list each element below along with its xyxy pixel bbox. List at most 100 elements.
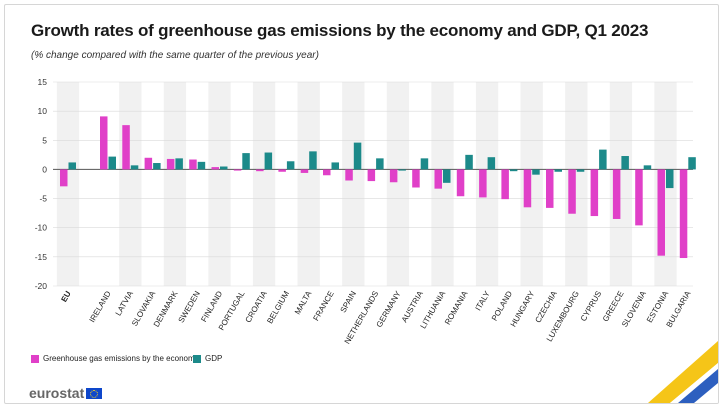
bar-gdp xyxy=(264,152,273,170)
category-band xyxy=(565,82,588,286)
y-tick-label: -10 xyxy=(35,223,48,233)
bar-gdp xyxy=(197,161,206,170)
bar-ghg xyxy=(233,169,242,171)
x-tick-label: ITALY xyxy=(474,289,493,312)
bar-gdp xyxy=(220,166,228,170)
bar-gdp xyxy=(130,165,139,170)
x-tick-label: SPAIN xyxy=(339,289,359,314)
bar-ghg xyxy=(657,169,665,256)
bar-ghg xyxy=(590,169,599,217)
bar-gdp xyxy=(643,165,652,170)
bar-gdp xyxy=(443,169,451,183)
bar-gdp xyxy=(242,153,250,170)
bar-gdp xyxy=(576,169,585,172)
category-band xyxy=(56,82,80,286)
legend-item-ghg: Greenhouse gas emissions by the economy xyxy=(31,354,199,363)
x-tick-label: POLAND xyxy=(490,289,514,322)
bar-gdp xyxy=(398,169,406,171)
bar-ghg xyxy=(523,169,532,208)
bar-ghg xyxy=(389,169,398,183)
x-tick-label: EU xyxy=(59,289,72,303)
bar-ghg xyxy=(679,169,688,259)
x-tick-label: FINLAND xyxy=(199,289,224,323)
bar-ghg xyxy=(122,125,130,170)
bar-ghg xyxy=(612,169,621,219)
category-band xyxy=(475,82,499,286)
legend-swatch-ghg xyxy=(31,354,39,363)
logo-text: eurostat xyxy=(29,385,85,401)
x-tick-label: IRELAND xyxy=(88,289,113,324)
bar-ghg xyxy=(568,169,576,214)
y-tick-label: -15 xyxy=(35,252,48,262)
category-band xyxy=(431,82,454,286)
bar-gdp xyxy=(688,157,696,170)
bar-gdp xyxy=(153,163,161,170)
category-band xyxy=(386,82,410,286)
bar-ghg xyxy=(166,158,175,170)
bar-ghg xyxy=(60,169,68,187)
bar-gdp xyxy=(420,158,429,170)
bar-gdp xyxy=(599,149,607,170)
eu-flag-icon xyxy=(86,387,103,399)
bar-gdp xyxy=(621,156,629,170)
legend-item-gdp: GDP xyxy=(193,354,222,363)
bar-ghg xyxy=(189,159,197,170)
bar-gdp xyxy=(108,156,116,170)
bar-ghg xyxy=(479,169,487,198)
bar-gdp xyxy=(175,158,183,170)
chart-subtitle: (% change compared with the same quarter… xyxy=(31,50,319,61)
legend-label-ghg: Greenhouse gas emissions by the economy xyxy=(43,354,199,363)
category-band xyxy=(609,82,633,286)
chart-title: Growth rates of greenhouse gas emissions… xyxy=(31,21,649,40)
bar-ghg xyxy=(635,169,643,226)
bar-ghg xyxy=(456,169,465,197)
bar-ghg xyxy=(434,169,442,189)
bar-gdp xyxy=(331,162,339,170)
y-tick-label: 15 xyxy=(38,77,48,87)
bar-gdp xyxy=(532,169,540,175)
x-tick-label: ROMANIA xyxy=(443,289,470,326)
bar-gdp xyxy=(353,142,362,170)
category-band xyxy=(342,82,365,286)
bar-ghg xyxy=(211,167,219,170)
bar-ghg xyxy=(501,169,509,200)
category-band xyxy=(208,82,231,286)
bar-gdp xyxy=(554,169,562,172)
bar-ghg xyxy=(256,169,264,172)
category-band xyxy=(163,82,187,286)
bar-gdp xyxy=(509,169,518,172)
category-band xyxy=(119,82,142,286)
bar-ghg xyxy=(323,169,331,176)
eurostat-logo: eurostat xyxy=(29,385,103,401)
corner-decoration xyxy=(648,341,718,403)
legend-swatch-gdp xyxy=(193,354,201,363)
bar-ghg xyxy=(278,169,286,172)
bar-gdp xyxy=(376,158,384,170)
bar-ghg xyxy=(100,116,108,170)
y-tick-label: -20 xyxy=(35,281,48,291)
bar-gdp xyxy=(487,157,496,170)
bar-gdp xyxy=(68,162,76,170)
bar-gdp xyxy=(286,161,295,170)
x-tick-label: BELGIUM xyxy=(265,289,291,325)
category-band xyxy=(297,82,320,286)
x-tick-label: GREECE xyxy=(601,290,626,324)
corner-stripe-yellow xyxy=(648,341,718,403)
x-tick-label: LATVIA xyxy=(114,289,136,317)
y-tick-label: 5 xyxy=(42,135,47,145)
corner-stripe-blue xyxy=(678,369,718,403)
category-band xyxy=(520,82,543,286)
category-band xyxy=(252,82,276,286)
x-tick-label: FRANCE xyxy=(311,290,335,323)
bar-ghg xyxy=(367,169,376,182)
x-tick-label: MALTA xyxy=(293,289,314,316)
y-tick-label: 0 xyxy=(42,164,47,174)
chart-frame: 15 10 5 0 -5 -10 -15 -20 EU IRELAND LATVIA SLOVAKI… xyxy=(4,4,719,404)
bar-ghg xyxy=(546,169,554,208)
bar-ghg xyxy=(345,169,353,181)
legend-label-gdp: GDP xyxy=(205,354,223,363)
bar-ghg xyxy=(412,169,420,188)
bar-gdp xyxy=(309,151,317,170)
bar-gdp xyxy=(666,169,674,189)
